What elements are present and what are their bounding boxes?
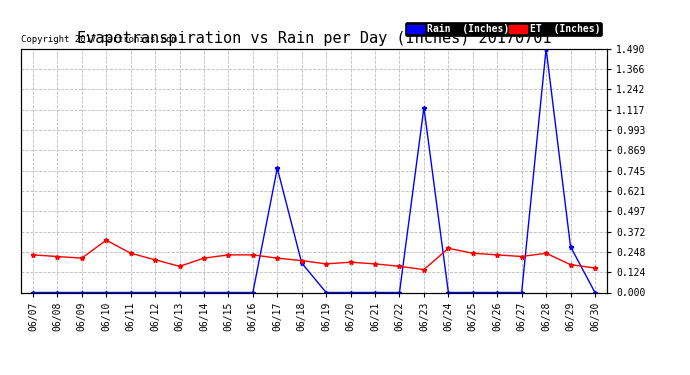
Text: Copyright 2017 Cartronics.com: Copyright 2017 Cartronics.com	[21, 35, 177, 44]
Title: Evapotranspiration vs Rain per Day (Inches) 20170701: Evapotranspiration vs Rain per Day (Inch…	[77, 31, 551, 46]
Legend: Rain  (Inches), ET  (Inches): Rain (Inches), ET (Inches)	[405, 22, 602, 36]
